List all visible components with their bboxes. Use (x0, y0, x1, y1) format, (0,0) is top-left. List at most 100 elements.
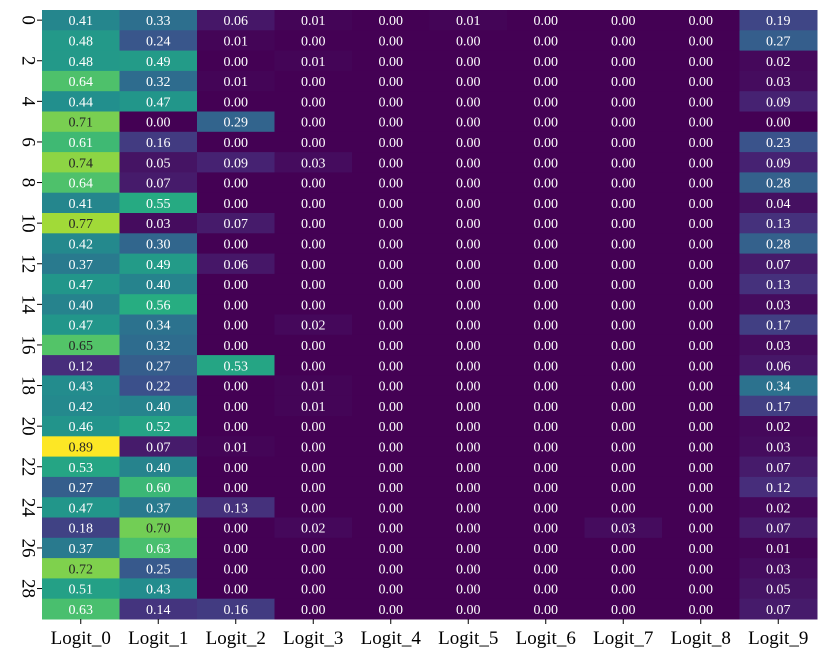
heatmap-cell-label: 0.00 (611, 34, 636, 49)
heatmap-cell (274, 476, 353, 498)
heatmap-cell (274, 111, 353, 133)
heatmap-cell (507, 598, 585, 620)
x-tick-label: Logit_2 (206, 628, 266, 649)
heatmap-cell (429, 172, 508, 194)
heatmap-cell-label: 0.00 (689, 420, 714, 435)
x-tick-label: Logit_1 (128, 628, 188, 649)
y-tick-label: 26 (17, 538, 38, 557)
heatmap-cell (584, 111, 663, 133)
heatmap-cell (429, 517, 508, 539)
heatmap-cell (662, 50, 740, 72)
heatmap-cell-label: 0.00 (301, 258, 326, 273)
heatmap-cell-label: 0.00 (379, 197, 404, 212)
heatmap-cell-label: 0.00 (689, 136, 714, 151)
heatmap-cell (352, 314, 430, 336)
heatmap-cell-label: 0.00 (224, 339, 249, 354)
heatmap-cell-label: 0.47 (69, 319, 94, 334)
heatmap-cell-label: 0.00 (456, 440, 481, 455)
heatmap-cell-label: 0.00 (224, 562, 249, 577)
heatmap-cell-label: 0.00 (689, 156, 714, 171)
heatmap-cell (507, 253, 585, 275)
heatmap-cell (429, 294, 508, 315)
heatmap-cell-label: 0.00 (689, 501, 714, 516)
heatmap-cell-label: 0.55 (146, 197, 171, 212)
heatmap-cell-label: 0.00 (301, 562, 326, 577)
heatmap-cell-label: 0.00 (766, 116, 791, 131)
heatmap-cell-label: 0.00 (456, 501, 481, 516)
heatmap-cell-label: 0.00 (456, 542, 481, 557)
heatmap-cell-label: 0.00 (301, 603, 326, 618)
heatmap-cell-label: 0.00 (456, 481, 481, 496)
heatmap-cell (42, 273, 120, 295)
heatmap-cell-label: 0.52 (146, 420, 171, 435)
heatmap-cell (662, 395, 740, 417)
heatmap-cell (662, 497, 740, 518)
heatmap-cell-label: 0.00 (301, 278, 326, 293)
heatmap-cell (662, 314, 740, 336)
heatmap-cell-label: 0.63 (69, 603, 94, 618)
heatmap-cell-label: 0.41 (69, 14, 94, 29)
heatmap-cell-label: 0.00 (689, 278, 714, 293)
heatmap-cell-label: 0.65 (69, 339, 94, 354)
heatmap-cell-label: 0.00 (224, 461, 249, 476)
heatmap-cell-label: 0.00 (534, 156, 559, 171)
heatmap-cell-label: 0.56 (146, 298, 171, 313)
heatmap-cell-label: 0.00 (379, 583, 404, 598)
heatmap-cell (119, 436, 198, 458)
heatmap-cell-label: 0.28 (766, 177, 791, 192)
heatmap-cell-label: 0.00 (456, 420, 481, 435)
heatmap-cell-label: 0.03 (766, 339, 791, 354)
heatmap-cell-label: 0.00 (379, 319, 404, 334)
heatmap-cell-label: 0.01 (766, 542, 791, 557)
heatmap-cell (507, 497, 585, 518)
heatmap-cell-label: 0.00 (379, 359, 404, 374)
heatmap-cell (42, 395, 120, 417)
heatmap-cell (584, 476, 663, 498)
heatmap-cell-label: 0.02 (301, 522, 326, 537)
heatmap-cell (507, 537, 585, 559)
heatmap-cell-label: 0.07 (766, 603, 791, 618)
heatmap-cell-label: 0.00 (689, 583, 714, 598)
y-tick-label: 0 (17, 15, 38, 25)
heatmap-cell (662, 111, 740, 133)
heatmap-cell (274, 456, 353, 478)
heatmap-cell (429, 70, 508, 92)
heatmap-cell-label: 0.64 (69, 75, 94, 90)
heatmap-cell-label: 0.00 (379, 34, 404, 49)
heatmap-cell-label: 0.72 (69, 562, 94, 577)
heatmap-cell (352, 10, 430, 31)
heatmap-cell-label: 0.27 (146, 359, 171, 374)
heatmap-cell-label: 0.04 (766, 197, 791, 212)
heatmap-cell-label: 0.00 (611, 298, 636, 313)
heatmap-cell (274, 50, 353, 72)
heatmap-cell (662, 537, 740, 559)
heatmap-cell-label: 0.37 (69, 542, 94, 557)
heatmap-cell-label: 0.00 (224, 481, 249, 496)
heatmap-cell (739, 131, 818, 153)
heatmap-cell-label: 0.00 (611, 116, 636, 131)
heatmap-cell-label: 0.00 (379, 339, 404, 354)
heatmap-cell-label: 0.00 (611, 258, 636, 273)
heatmap-cell-label: 0.00 (224, 522, 249, 537)
heatmap-cell-label: 0.01 (224, 440, 249, 455)
heatmap-cell (119, 456, 198, 478)
heatmap-cell (429, 476, 508, 498)
heatmap-cell-label: 0.01 (301, 380, 326, 395)
heatmap-cell (197, 375, 275, 397)
heatmap-cell-label: 0.49 (146, 55, 171, 70)
heatmap-cell-label: 0.06 (224, 258, 249, 273)
heatmap-cell (739, 91, 818, 112)
heatmap-cell-label: 0.00 (456, 461, 481, 476)
heatmap-cell (197, 253, 275, 275)
heatmap-cell-label: 0.40 (146, 278, 171, 293)
heatmap-cell (42, 233, 120, 255)
heatmap-cell (42, 456, 120, 478)
heatmap-cell-label: 0.60 (146, 481, 171, 496)
heatmap-cell-label: 0.00 (611, 319, 636, 334)
heatmap-cell-label: 0.00 (689, 461, 714, 476)
heatmap-cell-label: 0.09 (766, 156, 791, 171)
heatmap-cell (429, 456, 508, 478)
heatmap-cell (197, 578, 275, 600)
heatmap-cell (584, 273, 663, 295)
heatmap-cell-label: 0.12 (69, 359, 94, 374)
